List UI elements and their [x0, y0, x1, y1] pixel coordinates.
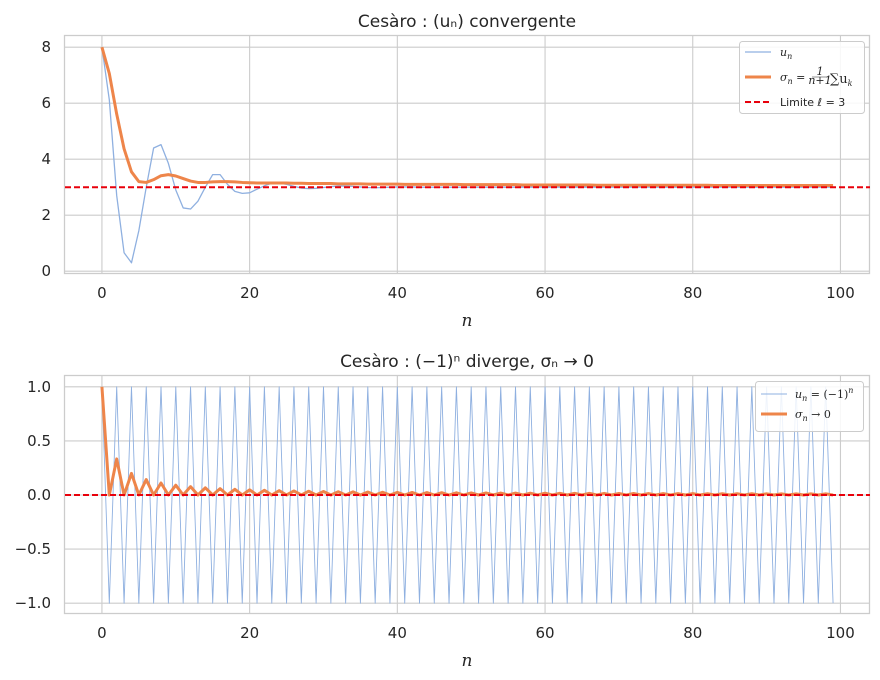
tick-labels-top: 0 20 40 60 80 100 0 2 4 6 8 [41, 38, 854, 302]
x-tick-label: 40 [388, 624, 407, 642]
legend-label-alt-un: un = (−1)n [795, 386, 853, 403]
y-tick-label: 0.0 [27, 486, 51, 504]
legend-label-limit: Limite ℓ = 3 [780, 96, 845, 109]
y-tick-label: 0.5 [27, 432, 51, 450]
x-tick-label: 20 [240, 624, 259, 642]
y-tick-label: 6 [41, 94, 51, 112]
x-tick-label: 0 [97, 624, 107, 642]
series-bottom [65, 386, 870, 604]
legend-box-top [739, 41, 865, 114]
y-tick-label: −0.5 [15, 540, 51, 558]
chart-cesaro-alternating: Cesàro : (−1)ⁿ diverge, σₙ → 0 0 20 40 60 80… [15, 352, 871, 671]
legend-label-un: un [780, 46, 792, 61]
x-tick-label: 100 [826, 624, 855, 642]
x-tick-label: 80 [683, 624, 702, 642]
plot-frame-top [63, 34, 871, 275]
chart-title-bottom: Cesàro : (−1)ⁿ diverge, σₙ → 0 [340, 352, 594, 372]
x-tick-label: 40 [388, 284, 407, 302]
y-tick-label: −1.0 [15, 594, 51, 612]
legend-label-alt-sigma: σn → 0 [795, 408, 831, 423]
series-line-sigma [100, 386, 834, 497]
y-tick-label: 1.0 [27, 378, 51, 396]
series-line-un [101, 47, 834, 264]
legend-bottom: un = (−1)n σn → 0 [755, 381, 864, 432]
chart-cesaro-convergent: Cesàro : (uₙ) convergente 0 20 40 60 80 100 0 2… [41, 12, 871, 331]
y-tick-label: 8 [41, 38, 51, 56]
x-axis-label-bottom: n [462, 651, 473, 671]
chart-title-top: Cesàro : (uₙ) convergente [358, 12, 576, 32]
legend-frac-den: n+1 [808, 74, 831, 87]
series-line-sigma [100, 46, 834, 188]
x-tick-label: 100 [826, 284, 855, 302]
x-tick-label: 20 [240, 284, 259, 302]
y-tick-label: 4 [41, 150, 51, 168]
series-top [65, 46, 870, 264]
x-tick-label: 0 [97, 284, 107, 302]
x-axis-label-top: n [462, 311, 473, 331]
legend-sum: ∑uk [830, 72, 853, 88]
x-tick-label: 60 [535, 624, 554, 642]
x-tick-label: 80 [683, 284, 702, 302]
legend-frac-num: 1 [817, 65, 824, 78]
legend-label-sigma: σn = [780, 71, 805, 86]
x-tick-label: 60 [535, 284, 554, 302]
y-tick-label: 2 [41, 206, 51, 224]
legend-top: un σn = 1 n+1 ∑uk Limite ℓ = 3 [739, 41, 865, 114]
y-tick-label: 0 [41, 262, 51, 280]
tick-labels-bottom: 0 20 40 60 80 100 −1.0 −0.5 0.0 0.5 1.0 [15, 378, 855, 642]
